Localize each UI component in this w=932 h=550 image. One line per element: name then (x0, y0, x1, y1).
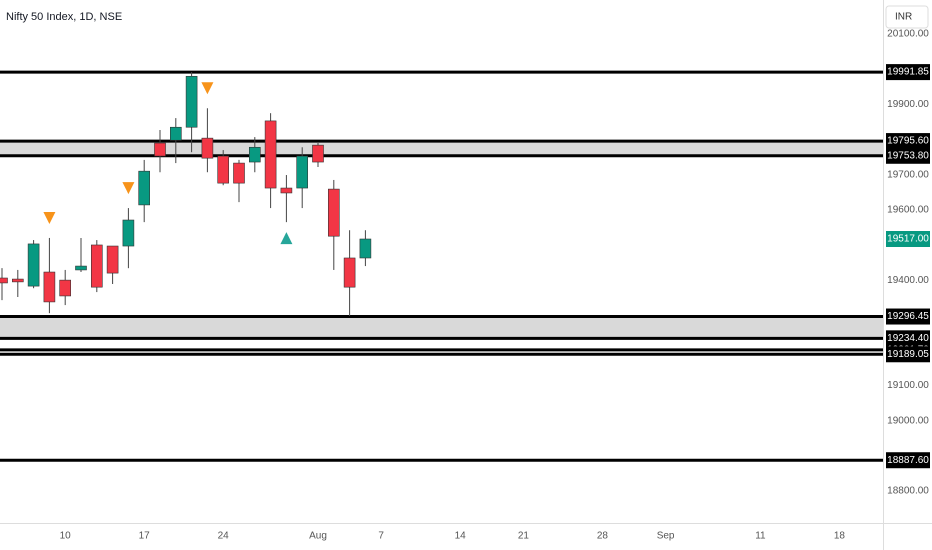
candle-body (249, 146, 261, 163)
candle-body (91, 244, 103, 288)
y-tick-label: 19400.00 (887, 275, 929, 286)
last-price-label: 19517.00 (887, 234, 929, 245)
candle-body (217, 155, 229, 184)
level-label-box (886, 308, 930, 325)
candle-body (280, 187, 293, 194)
level-label: 19991.85 (887, 67, 929, 78)
candle-body (296, 155, 309, 189)
currency-box[interactable] (885, 5, 929, 29)
candle-body (185, 75, 198, 128)
currency[interactable]: INR (895, 12, 912, 23)
y-tick-label: 19700.00 (887, 169, 929, 180)
level-label: 18887.60 (887, 455, 929, 466)
last-price-box (886, 231, 930, 248)
level-label: 19234.40 (887, 333, 929, 344)
candle-body (170, 126, 182, 141)
sell-signal (43, 211, 56, 224)
x-tick-label: 24 (218, 531, 230, 542)
y-tick-label: 19600.00 (887, 204, 929, 215)
level-label-box (886, 64, 930, 81)
candle-body (201, 137, 214, 159)
y-tick-label: 19100.00 (887, 380, 929, 391)
level-label-box (886, 346, 930, 363)
x-tick-label: 14 (455, 531, 467, 542)
x-tick-label: 18 (834, 531, 846, 542)
level-label: 19296.45 (887, 311, 929, 322)
candle-body (327, 188, 340, 237)
y-tick-label: 20100.00 (887, 29, 929, 40)
zone (0, 141, 883, 156)
sell-signal (201, 82, 214, 95)
zone (0, 316, 883, 339)
level-label-box (886, 452, 930, 469)
chart-title: Nifty 50 Index, 1D, NSE (6, 11, 122, 23)
candle-body (59, 279, 72, 297)
x-tick-label: 11 (755, 531, 766, 542)
candle-body (0, 277, 8, 284)
x-tick-label: 28 (597, 531, 609, 542)
candle-body (154, 142, 166, 157)
candle-body (106, 245, 119, 274)
candle-body (233, 162, 245, 184)
level-label: 19795.60 (887, 136, 929, 147)
x-tick-label: 10 (60, 531, 72, 542)
y-tick-label: 18800.00 (887, 486, 929, 497)
candle-body (122, 219, 135, 247)
x-tick-label: 21 (518, 531, 530, 542)
candle-body (75, 265, 87, 271)
candle-body (27, 243, 40, 287)
candle-body (43, 271, 56, 303)
candle-body (343, 257, 356, 288)
level-label: 19753.80 (887, 150, 929, 161)
y-tick-label: 19900.00 (887, 99, 929, 110)
level-label-box (886, 147, 930, 164)
candle-body (138, 170, 150, 206)
sell-signal (122, 182, 135, 195)
y-tick-label: 19000.00 (887, 415, 929, 426)
buy-signal (280, 232, 293, 245)
x-tick-label: 17 (139, 531, 151, 542)
x-tick-label: 7 (378, 531, 384, 542)
x-tick-label: Sep (657, 531, 675, 542)
candle-body (12, 278, 24, 283)
level-label: 19189.05 (887, 349, 929, 360)
candle-body (359, 238, 372, 259)
level-label-box (886, 133, 930, 150)
candle-body (312, 144, 324, 163)
x-tick-label: Aug (309, 531, 327, 542)
candle-body (264, 120, 277, 189)
